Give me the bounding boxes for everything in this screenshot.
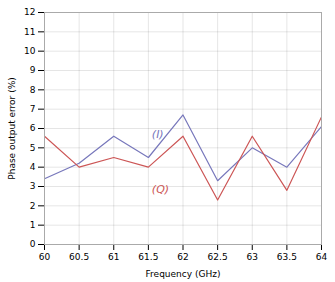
svg-text:63.5: 63.5	[277, 252, 297, 262]
svg-text:7: 7	[30, 104, 36, 114]
svg-text:6: 6	[30, 123, 36, 133]
svg-text:12: 12	[24, 7, 35, 17]
svg-text:11: 11	[24, 27, 35, 37]
svg-text:62.5: 62.5	[208, 252, 228, 262]
svg-text:1: 1	[30, 220, 36, 230]
svg-text:(Q): (Q)	[152, 183, 169, 196]
svg-text:9: 9	[30, 65, 36, 75]
svg-text:0: 0	[30, 239, 36, 249]
svg-text:60.5: 60.5	[69, 252, 89, 262]
svg-text:2: 2	[30, 201, 36, 211]
svg-text:Phase output error (%): Phase output error (%)	[7, 77, 17, 180]
svg-text:5: 5	[30, 143, 36, 153]
svg-text:Frequency (GHz): Frequency (GHz)	[146, 269, 221, 279]
svg-text:4: 4	[30, 162, 36, 172]
svg-text:10: 10	[24, 46, 36, 56]
svg-text:60: 60	[39, 252, 51, 262]
svg-text:3: 3	[30, 181, 36, 191]
svg-text:64: 64	[316, 252, 328, 262]
svg-text:8: 8	[30, 85, 36, 95]
svg-text:63: 63	[247, 252, 258, 262]
svg-text:61.5: 61.5	[138, 252, 158, 262]
svg-text:62: 62	[177, 252, 188, 262]
svg-text:(I): (I)	[152, 128, 164, 141]
svg-text:61: 61	[108, 252, 119, 262]
